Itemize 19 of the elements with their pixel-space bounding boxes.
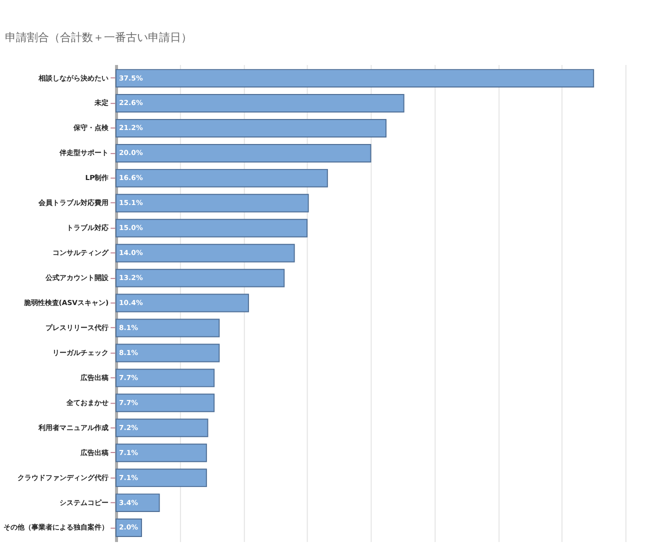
bar — [116, 94, 404, 113]
bar — [116, 119, 387, 138]
bar — [116, 144, 372, 162]
bar — [116, 494, 160, 512]
bar — [116, 69, 594, 88]
bar — [116, 318, 220, 338]
chart-title: 申請割合（合計数＋一番古い申請日） — [4, 30, 192, 44]
bar — [116, 468, 207, 488]
bar — [116, 268, 285, 288]
bar — [116, 194, 309, 212]
bar — [116, 394, 215, 412]
bar — [116, 218, 308, 238]
bar — [116, 418, 208, 438]
bar — [116, 244, 295, 262]
bar — [116, 344, 220, 362]
bar — [116, 368, 215, 388]
bar — [116, 168, 328, 188]
bar — [116, 294, 249, 312]
bar — [116, 444, 207, 462]
